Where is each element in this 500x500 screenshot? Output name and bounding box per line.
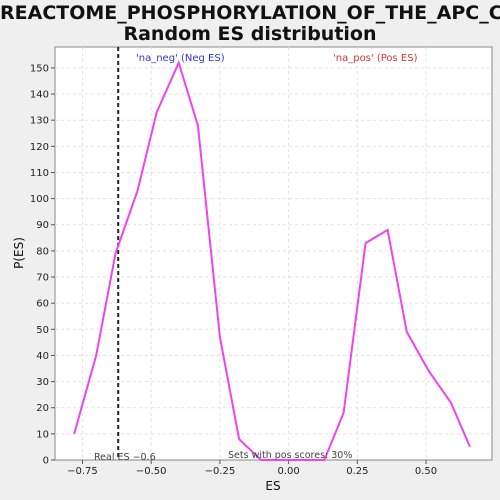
y-axis-ticks: 0 10 20 30 40 50 60 70 80 90 100 110 120 130 140 150 (30, 63, 55, 467)
x-tick-label: 0.50 (415, 466, 437, 477)
x-axis-label: ES (265, 479, 280, 493)
y-tick-label: 0 (43, 456, 49, 467)
y-tick-label: 140 (30, 90, 49, 101)
y-tick-label: 110 (30, 168, 49, 179)
y-tick-label: 130 (30, 116, 49, 127)
y-tick-label: 60 (36, 299, 49, 310)
y-tick-label: 80 (36, 246, 49, 257)
y-tick-label: 70 (36, 273, 49, 284)
x-tick-label: −0.50 (136, 466, 167, 477)
y-tick-label: 30 (36, 377, 49, 388)
grid-lines (55, 47, 492, 460)
x-tick-label: −0.25 (205, 466, 236, 477)
real-es-label: Real ES −0.6 (94, 452, 156, 463)
series-line (73, 59, 471, 461)
y-tick-label: 120 (30, 142, 49, 153)
y-tick-label: 50 (36, 325, 49, 336)
y-tick-label: 100 (30, 194, 49, 205)
plot-background (54, 46, 493, 461)
y-tick-label: 40 (36, 351, 49, 362)
pos-es-label: 'na_pos' (Pos ES) (333, 53, 418, 64)
x-tick-label: 0.00 (277, 466, 299, 477)
x-axis-ticks: −0.75 −0.50 −0.25 0.00 0.25 0.50 (67, 460, 437, 477)
pos-fraction-label: Sets with pos scores: 30% (228, 450, 352, 461)
y-tick-label: 150 (30, 63, 49, 74)
y-tick-label: 90 (36, 220, 49, 231)
chart-title-line1: REACTOME_PHOSPHORYLATION_OF_THE_APC_C: (0, 2, 500, 24)
neg-es-label: 'na_neg' (Neg ES) (136, 53, 225, 64)
chart-title-line2: Random ES distribution (123, 23, 377, 45)
y-tick-label: 20 (36, 403, 49, 414)
x-tick-label: −0.75 (67, 466, 98, 477)
y-tick-label: 10 (36, 429, 49, 440)
y-axis-label: P(ES) (12, 237, 26, 269)
x-tick-label: 0.25 (346, 466, 368, 477)
